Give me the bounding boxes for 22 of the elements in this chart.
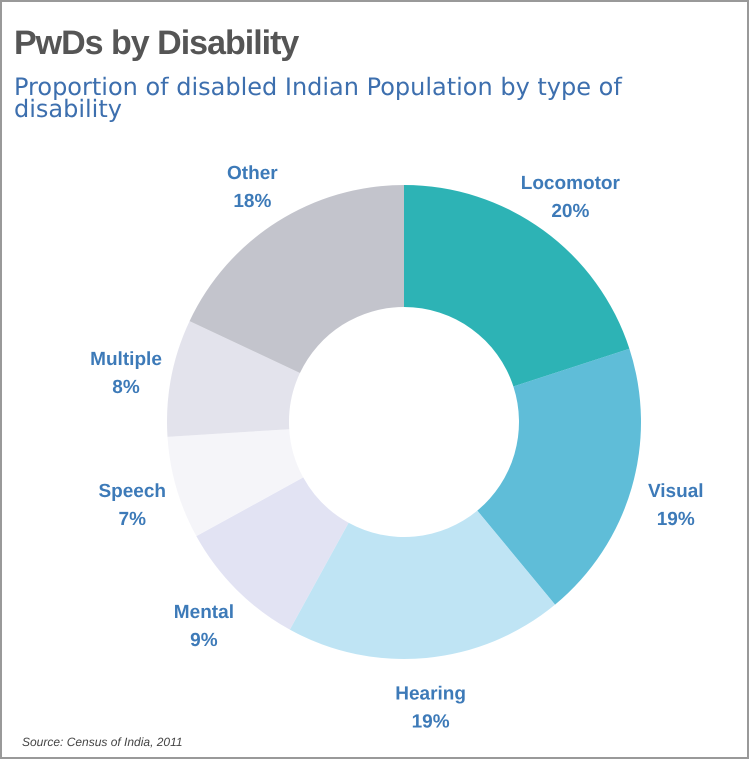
slice-label: Mental: [174, 602, 234, 624]
data-label: 7%: [118, 508, 146, 530]
slice-label: Other: [227, 163, 278, 184]
donut-slice: [290, 510, 556, 659]
donut-slice: [477, 348, 641, 605]
chart-title: PwDs by Disability: [14, 24, 300, 62]
donut-slice: [167, 321, 300, 437]
donut-slice: [167, 429, 304, 536]
slice-label: Visual: [648, 480, 704, 502]
data-label: 8%: [112, 376, 140, 398]
data-label: 19%: [412, 712, 450, 733]
source-note: Source: Census of India, 2011: [22, 735, 183, 749]
data-label: 18%: [233, 191, 272, 212]
slice-label: Speech: [98, 480, 166, 502]
slice-label: Locomotor: [520, 173, 621, 194]
slice-label: Hearing: [395, 684, 466, 705]
data-label: 19%: [656, 508, 695, 530]
chart-subtitle: Proportion of disabled Indian Population by type of disability: [14, 73, 622, 123]
data-label: 9%: [190, 630, 218, 652]
data-label: 20%: [551, 201, 590, 222]
slice-label: Multiple: [90, 348, 162, 370]
donut-slice: [190, 185, 404, 374]
